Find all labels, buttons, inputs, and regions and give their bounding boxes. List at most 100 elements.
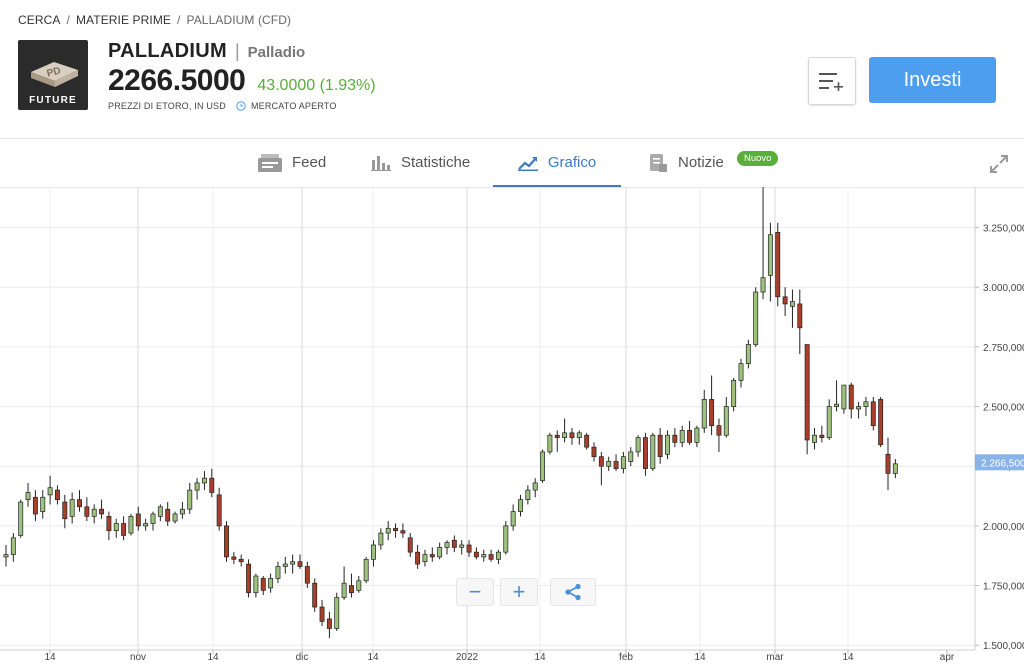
candle bbox=[224, 521, 229, 562]
candle bbox=[834, 380, 840, 412]
candle bbox=[870, 397, 876, 431]
candle bbox=[584, 432, 590, 450]
candle bbox=[268, 573, 274, 593]
candle bbox=[238, 554, 244, 567]
share-button[interactable] bbox=[550, 578, 596, 606]
x-tick-label: 14 bbox=[842, 652, 854, 663]
candle bbox=[165, 502, 171, 526]
candle bbox=[745, 339, 751, 369]
instrument-name: PALLADIUM bbox=[108, 40, 227, 62]
candle bbox=[738, 358, 744, 388]
candle bbox=[819, 425, 825, 443]
zoom-in-button[interactable]: + bbox=[500, 578, 538, 606]
candle bbox=[150, 511, 156, 531]
candle bbox=[113, 518, 119, 538]
candle bbox=[459, 540, 465, 555]
candle bbox=[620, 451, 626, 474]
candle bbox=[334, 592, 340, 631]
y-tick-label: 2.500,000 bbox=[983, 403, 1024, 414]
candle bbox=[143, 518, 149, 531]
candle bbox=[18, 499, 24, 538]
current-price-tag: 2.266,500 bbox=[975, 454, 1024, 471]
zoom-out-button[interactable]: − bbox=[456, 578, 494, 606]
tab-statistiche[interactable]: Statistiche bbox=[371, 139, 470, 186]
candle bbox=[3, 544, 9, 567]
candle bbox=[841, 384, 847, 414]
candle bbox=[91, 504, 97, 524]
candle bbox=[319, 599, 325, 627]
candle bbox=[657, 428, 663, 464]
breadcrumb-cerca[interactable]: CERCA bbox=[18, 13, 61, 27]
x-axis-labels: 14 nov 14 dic 14 2022 14 feb 14 mar 14 apr bbox=[44, 650, 955, 663]
candle bbox=[812, 428, 817, 450]
price-chart[interactable]: 1.500,0001.750,0002.000,0002.250,0002.50… bbox=[0, 187, 1024, 670]
candle bbox=[84, 497, 90, 522]
trend-chart-icon bbox=[517, 156, 538, 171]
candle bbox=[429, 547, 435, 562]
candle bbox=[282, 556, 288, 574]
price-change: 43.0000 (1.93%) bbox=[257, 77, 376, 94]
candle bbox=[701, 389, 707, 433]
candle bbox=[40, 490, 46, 519]
y-axis-labels: 1.500,0001.750,0002.000,0002.250,0002.50… bbox=[975, 224, 1024, 652]
current-price: 2266.5000 bbox=[108, 64, 246, 97]
candle bbox=[253, 573, 259, 598]
candle bbox=[856, 401, 862, 419]
breadcrumb-separator: / bbox=[66, 13, 70, 27]
candle bbox=[892, 459, 898, 479]
candle bbox=[547, 432, 553, 455]
candle bbox=[473, 547, 479, 560]
y-tick-label: 3.000,000 bbox=[983, 283, 1024, 294]
candle bbox=[709, 375, 715, 436]
candle bbox=[488, 549, 494, 562]
candle bbox=[349, 573, 354, 598]
candle bbox=[363, 556, 369, 584]
candle bbox=[407, 533, 413, 557]
candle bbox=[157, 504, 163, 522]
y-tick-label: 1.750,000 bbox=[983, 582, 1024, 593]
market-status: MERCATO APERTO bbox=[250, 101, 337, 111]
x-tick-label: dic bbox=[296, 652, 309, 663]
candle bbox=[209, 468, 215, 498]
candle bbox=[400, 523, 406, 538]
tab-bar: Feed Statistiche Grafico Notizie Nuovo bbox=[0, 138, 1024, 188]
candle bbox=[275, 561, 281, 584]
x-tick-label: 14 bbox=[367, 652, 379, 663]
candle bbox=[731, 377, 737, 412]
logo-symbol: PD bbox=[46, 65, 62, 79]
tab-feed[interactable]: Feed bbox=[258, 139, 326, 186]
candle bbox=[878, 397, 884, 448]
candle bbox=[341, 566, 347, 600]
candle bbox=[128, 513, 134, 536]
breadcrumb-materie-prime[interactable]: MATERIE PRIME bbox=[75, 13, 172, 27]
x-tick-label: nov bbox=[130, 652, 146, 663]
y-tick-label: 3.250,000 bbox=[983, 224, 1024, 235]
y-tick-label: 2.000,000 bbox=[983, 522, 1024, 533]
candle bbox=[231, 552, 237, 565]
candle bbox=[687, 420, 693, 445]
invest-button[interactable]: Investi bbox=[869, 57, 996, 103]
candle bbox=[767, 222, 773, 302]
candle bbox=[378, 528, 384, 550]
x-tick-label: feb bbox=[619, 652, 633, 663]
x-tick-label: 14 bbox=[694, 652, 706, 663]
candle bbox=[826, 399, 832, 440]
x-tick-label: 14 bbox=[207, 652, 219, 663]
candle bbox=[576, 430, 582, 445]
tab-statistiche-label: Statistiche bbox=[401, 154, 471, 171]
candle bbox=[848, 382, 854, 419]
tab-grafico[interactable]: Grafico bbox=[493, 139, 621, 187]
clock-icon bbox=[236, 101, 246, 111]
y-gridlines bbox=[0, 227, 975, 646]
candle bbox=[518, 494, 523, 517]
logo-label: FUTURE bbox=[29, 95, 77, 106]
candle bbox=[525, 485, 531, 505]
add-to-watchlist-button[interactable] bbox=[808, 57, 856, 105]
fullscreen-icon[interactable] bbox=[989, 154, 1009, 174]
tab-notizie[interactable]: Notizie bbox=[648, 139, 724, 186]
candle bbox=[694, 425, 700, 448]
y-tick-label: 2.750,000 bbox=[983, 343, 1024, 354]
candle bbox=[797, 289, 803, 355]
candle bbox=[25, 482, 31, 507]
candle bbox=[121, 516, 127, 541]
